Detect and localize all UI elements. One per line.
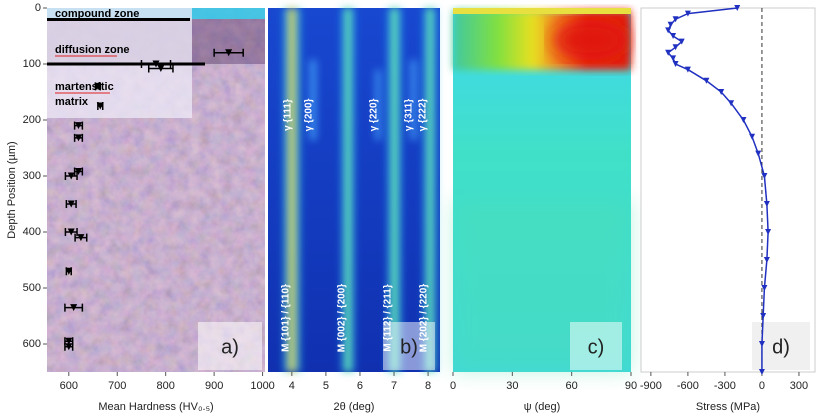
x-tick-label: 800 [157, 380, 175, 392]
stress-point [678, 38, 685, 45]
diffraction-peaks [282, 8, 438, 372]
hardness-point [67, 172, 75, 180]
hardness-point [77, 234, 85, 242]
stress-point [761, 285, 768, 291]
annotation: matrix [55, 96, 89, 108]
x-tick-label: 0 [759, 380, 765, 392]
x-axis-label: Mean Hardness (HV₀.₅) [98, 401, 213, 413]
x-tick-label: 1000 [250, 380, 274, 392]
spell-underline [55, 55, 117, 94]
hardness-point [65, 267, 73, 275]
y-axis-label: Depth Position (µm) [6, 141, 18, 238]
x-tick-label: 4 [289, 380, 295, 392]
stress-point [672, 16, 679, 23]
stress-point [665, 49, 672, 56]
hardness-point [65, 337, 73, 345]
y-tick-label: 200 [23, 114, 41, 126]
stress-point [672, 44, 679, 51]
y-tick-label: 300 [23, 170, 41, 182]
hardness-point [96, 102, 104, 110]
stress-point [684, 66, 691, 73]
stress-plot-area [640, 7, 816, 373]
annotation: martensitic [55, 81, 114, 93]
hardness-point [74, 122, 82, 130]
stress-point [763, 257, 770, 263]
y-tick-label: 0 [35, 2, 41, 14]
hardness-point [225, 49, 233, 57]
x-tick-label: -600 [677, 380, 699, 392]
annotation: γ {220} [369, 98, 380, 131]
annotation: diffusion zone [55, 44, 130, 56]
annotation: M {101} / {110} [281, 284, 292, 352]
stress-point [749, 133, 756, 140]
y-tick-label: 100 [23, 58, 41, 70]
x-tick-label: 900 [205, 380, 223, 392]
stress-point [760, 313, 767, 319]
x-tick-label: -900 [640, 380, 662, 392]
x-tick-label: 7 [391, 380, 397, 392]
stress-point [672, 61, 679, 67]
x-tick-label: 90 [625, 380, 637, 392]
stress-point [740, 117, 747, 123]
stress-point [703, 77, 710, 84]
panel-label: b) [400, 336, 418, 358]
x-tick-label: 6 [357, 380, 363, 392]
stress-point [765, 229, 772, 235]
stress-point [728, 100, 735, 107]
hardness-point [65, 343, 73, 351]
stress-point [670, 33, 677, 39]
hardness-point [67, 228, 75, 236]
annotation: M {202} / {220} [419, 284, 430, 352]
stress-point [755, 150, 762, 157]
panel-label: a) [221, 336, 239, 358]
y-tick-label: 600 [23, 338, 41, 350]
stress-point [758, 341, 765, 347]
hardness-point [94, 82, 102, 90]
x-tick-label: -300 [714, 380, 736, 392]
stress-point [761, 173, 768, 179]
panel-label-box [383, 322, 435, 370]
x-tick-label: 8 [425, 380, 431, 392]
stress-point [734, 5, 741, 11]
panel-label: c) [588, 336, 605, 358]
stress-point [665, 27, 672, 34]
hardness-point [70, 304, 78, 312]
x-tick-label: 60 [566, 380, 578, 392]
hardness-point [74, 134, 82, 142]
hardness-point [157, 64, 165, 72]
stress-point [763, 201, 770, 207]
panel-label-box [570, 322, 622, 370]
x-axis-label: Stress (MPa) [696, 401, 760, 413]
x-axis-label: 2θ (deg) [334, 401, 375, 413]
x-tick-label: 600 [60, 380, 78, 392]
y-tick-label: 500 [23, 282, 41, 294]
hardness-point [74, 168, 82, 176]
annotation: M {112} / {211} [383, 284, 394, 351]
x-tick-label: 30 [506, 380, 518, 392]
x-tick-label: 0 [450, 380, 456, 392]
panel-label: d) [772, 336, 790, 358]
annotation: compound zone [55, 8, 139, 20]
annotation: γ {200} [304, 98, 315, 131]
panel-label-box [198, 322, 262, 370]
annotation: γ {111} [283, 99, 294, 131]
stress-point [718, 89, 725, 95]
stress-point [758, 369, 765, 375]
annotation: γ {222} [418, 98, 429, 131]
stress-point [667, 21, 674, 28]
psi-map-peak [552, 20, 628, 60]
stress-point [670, 55, 677, 62]
annotation: γ {311} [404, 99, 415, 131]
y-tick-label: 400 [23, 226, 41, 238]
hardness-point [67, 200, 75, 208]
annotation: M {002} / {200} [337, 284, 348, 352]
hardness-point [152, 60, 160, 68]
x-tick-label: 5 [323, 380, 329, 392]
stress-point [684, 10, 691, 17]
x-tick-label: 300 [790, 380, 808, 392]
x-tick-label: 700 [108, 380, 126, 392]
x-axis-label: ψ (deg) [524, 401, 561, 413]
psi-map-top [453, 8, 631, 14]
